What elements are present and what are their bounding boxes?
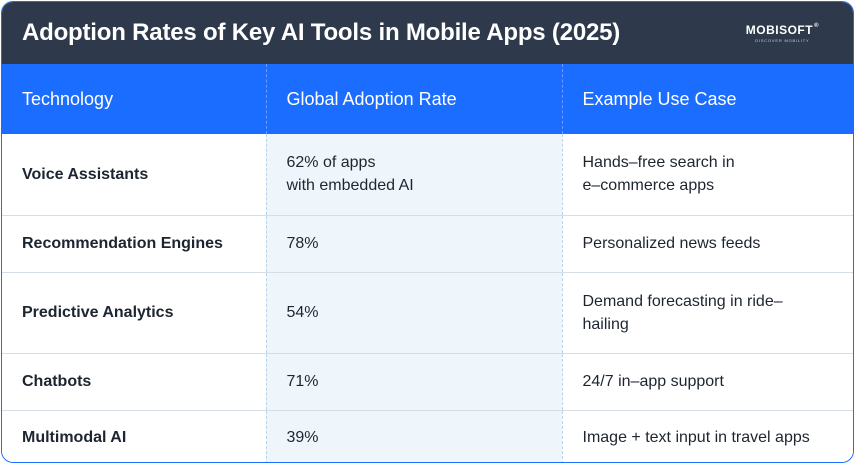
use-case-line: Demand forecasting in ride– <box>582 292 783 310</box>
technology-cell: Multimodal AI <box>2 410 266 462</box>
column-header-technology: Technology <box>2 64 267 134</box>
use-case-line: Hands–free search in <box>582 154 735 172</box>
adoption-table: Technology Global Adoption Rate Example … <box>2 64 853 462</box>
logo-trademark: ® <box>814 23 819 29</box>
use-case-line: 24/7 in–app support <box>582 373 724 390</box>
technology-cell: Chatbots <box>2 353 266 411</box>
table-row: Chatbots 71% 24/7 in–app support <box>2 353 853 411</box>
rate-cell: 54% <box>265 272 563 354</box>
rate-cell: 78% <box>265 215 563 273</box>
use-case-cell: Hands–free search in e–commerce apps <box>562 134 853 216</box>
mobisoft-logo: MOBISOFT ® DISCOVER MOBILITY <box>746 23 819 43</box>
rate-line: 62% of apps <box>286 154 376 172</box>
rate-line: 39% <box>286 428 319 446</box>
rate-cell: 62% of apps with embedded AI <box>265 134 563 216</box>
use-case-cell: Personalized news feeds <box>562 215 853 273</box>
rate-line: 71% <box>286 373 319 390</box>
use-case-line: hailing <box>582 315 629 333</box>
use-case-cell: Image + text input in travel apps <box>562 410 853 462</box>
rate-line: with embedded AI <box>286 177 414 195</box>
rate-line: 54% <box>286 304 319 321</box>
table-row: Multimodal AI 39% Image + text input in … <box>2 410 853 462</box>
logo-tagline: DISCOVER MOBILITY <box>755 38 810 43</box>
use-case-line: Image + text input in travel apps <box>582 428 810 446</box>
column-header-use-case: Example Use Case <box>582 88 737 109</box>
use-case-line: e–commerce apps <box>582 177 715 195</box>
table-header-row: Technology Global Adoption Rate Example … <box>2 64 853 134</box>
use-case-cell: Demand forecasting in ride– hailing <box>562 272 853 354</box>
rate-cell: 39% <box>265 410 563 462</box>
rate-line: 78% <box>286 235 319 252</box>
table-row: Voice Assistants 62% of apps with embedd… <box>2 134 853 216</box>
use-case-cell: 24/7 in–app support <box>562 353 853 411</box>
table-row: Recommendation Engines 78% Personalized … <box>2 215 853 273</box>
technology-cell: Predictive Analytics <box>2 272 266 354</box>
technology-cell: Recommendation Engines <box>2 215 266 273</box>
page-title: Adoption Rates of Key AI Tools in Mobile… <box>22 19 621 46</box>
use-case-line: Personalized news feeds <box>582 235 761 252</box>
technology-cell: Voice Assistants <box>2 134 266 216</box>
rate-cell: 71% <box>265 353 563 411</box>
logo-text: MOBISOFT <box>745 23 814 37</box>
table-row: Predictive Analytics 54% Demand forecast… <box>2 272 853 354</box>
column-header-adoption-rate: Global Adoption Rate <box>266 64 563 134</box>
title-bar: Adoption Rates of Key AI Tools in Mobile… <box>2 2 853 64</box>
